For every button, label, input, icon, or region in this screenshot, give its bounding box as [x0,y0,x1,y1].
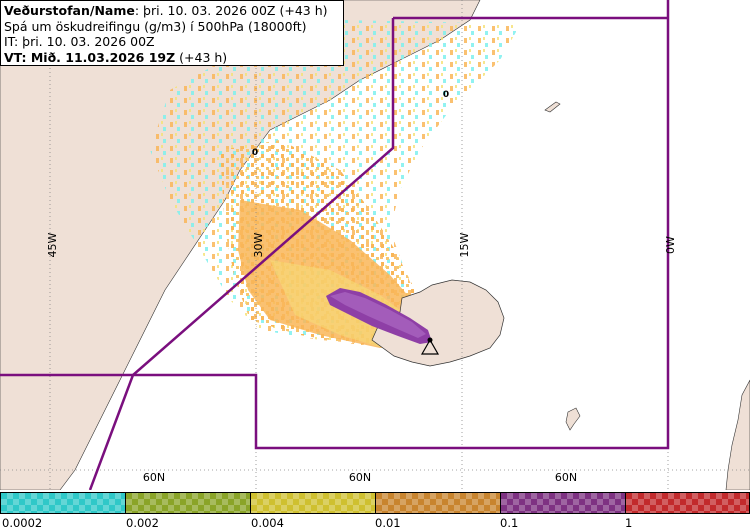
lon-label-0w: 0W [664,236,677,254]
lat-label-3: 60N [555,471,577,484]
lon-label-30w: 30W [252,232,265,257]
volcano-marker [420,338,440,355]
legend-swatch-1 [0,492,126,514]
lat-label-1: 60N [143,471,165,484]
info-line-4: VT: Mið. 11.03.2026 19Z (+43 h) [4,50,340,66]
legend-label-5: 0.1 [500,516,519,530]
faroe-islands [565,407,581,431]
legend-label-2: 0.002 [126,516,159,530]
legend-swatch-6 [625,492,750,514]
legend-swatch-3 [250,492,376,514]
lon-label-45w: 45W [46,232,59,257]
legend-swatch-4 [375,492,501,514]
run-time: : þri. 10. 03. 2026 00Z (+43 h) [134,3,328,18]
lat-label-2: 60N [349,471,371,484]
jan-mayen [544,101,561,113]
valid-offset: (+43 h) [175,49,228,65]
info-line-2: Spá um öskudreifingu (g/m3) í 500hPa (18… [4,18,307,34]
info-line-1: Veðurstofan/Name: þri. 10. 03. 2026 00Z … [4,3,340,19]
legend-label-4: 0.01 [375,516,401,530]
concentration-legend: 0.0002 0.002 0.004 0.01 0.1 1 [0,490,750,532]
legend-label-1: 0.0002 [2,516,43,530]
legend-label-3: 0.004 [251,516,284,530]
norway-coast [725,379,750,490]
info-line-3: IT: þri. 10. 03. 2026 00Z [4,34,155,49]
lon-label-15w: 15W [458,232,471,257]
fir-boundary [0,0,670,490]
legend-swatch-2 [125,492,251,514]
ash-dispersion-map: 45W 30W 15W 0W 60N 60N 60N 0 0 [0,0,750,490]
legend-swatch-5 [500,492,626,514]
iceland-land [371,279,505,367]
valid-time: VT: Mið. 11.03.2026 19Z [4,49,176,65]
plume-violet-edge [330,292,426,338]
legend-label-6: 1 [625,516,633,530]
agency-name: Veðurstofan/Name [4,3,135,18]
forecast-info-box: Veðurstofan/Name: þri. 10. 03. 2026 00Z … [0,0,344,66]
longitude-labels: 45W 30W 15W 0W [46,232,677,257]
zero-marker-1: 0 [252,148,258,158]
volcano-dot [427,337,433,343]
zero-marker-2: 0 [443,90,449,100]
